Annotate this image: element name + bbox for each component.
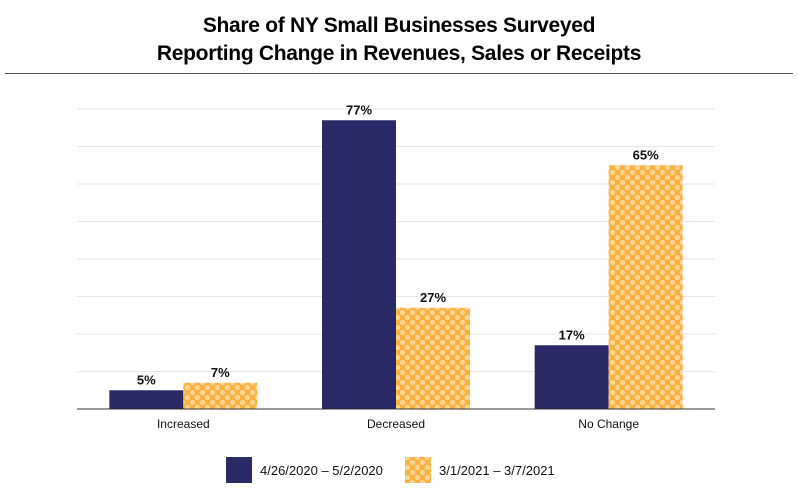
legend-swatch-series-1 xyxy=(226,457,252,483)
data-label: 17% xyxy=(559,327,585,342)
bar-decreased-series-1 xyxy=(322,120,396,409)
x-tick-labels: Increased Decreased No Change xyxy=(157,417,639,431)
bar-increased-series-1 xyxy=(109,390,184,409)
data-label: 65% xyxy=(633,147,659,162)
data-label: 7% xyxy=(211,365,230,380)
legend-swatch-series-2 xyxy=(405,457,431,483)
legend: 4/26/2020 – 5/2/2020 3/1/2021 – 3/7/2021 xyxy=(226,457,555,483)
bar-no-change-series-2 xyxy=(608,165,683,409)
chart-title-line-2: Reporting Change in Revenues, Sales or R… xyxy=(156,42,642,65)
data-label: 77% xyxy=(346,102,372,117)
chart-title: Share of NY Small Businesses Surveyed Re… xyxy=(0,12,798,68)
legend-label-series-1: 4/26/2020 – 5/2/2020 xyxy=(260,463,383,478)
data-label: 5% xyxy=(137,372,156,387)
legend-label-series-2: 3/1/2021 – 3/7/2021 xyxy=(439,463,555,478)
x-tick-label: Decreased xyxy=(367,417,425,431)
x-tick-label: No Change xyxy=(578,417,639,431)
title-divider xyxy=(5,73,793,74)
chart-title-line-1: Share of NY Small Businesses Surveyed xyxy=(202,14,596,37)
bar-increased-series-2 xyxy=(183,382,258,409)
bars xyxy=(109,120,683,409)
bar-decreased-series-2 xyxy=(396,307,470,409)
x-tick-label: Increased xyxy=(157,417,210,431)
data-labels: 5% 7% 77% 27% 17% 65% xyxy=(137,102,659,387)
bar-no-change-series-1 xyxy=(534,345,609,409)
data-label: 27% xyxy=(420,290,446,305)
